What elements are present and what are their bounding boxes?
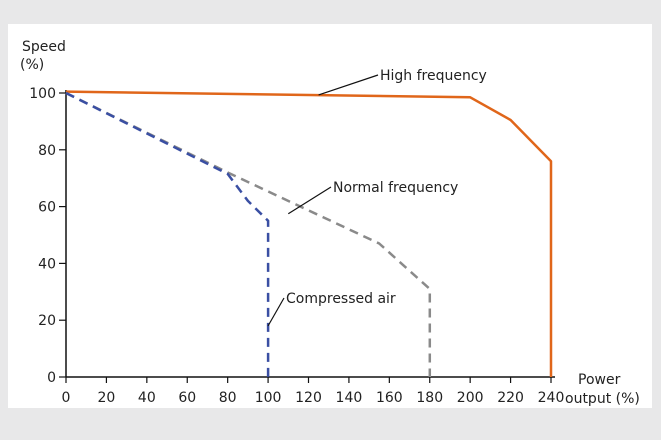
y-tick-label-40: 40 [38,256,56,272]
leader-line-high-frequency [318,74,379,96]
x-tick-label-160: 160 [376,390,403,406]
y-axis-label-line2: (%) [20,57,44,73]
x-axis-label-line1: Power [578,372,621,388]
x-tick-label-60: 60 [178,390,196,406]
y-axis-label-line1: Speed [22,39,66,55]
series-line-high-frequency [65,90,553,377]
x-tick-label-40: 40 [138,390,156,406]
y-tick-label-60: 60 [38,200,56,216]
x-tick-label-80: 80 [219,390,237,406]
leader-line-compressed-air [267,297,285,327]
series-label-normal-frequency: Normal frequency [333,180,458,196]
x-tick-label-0: 0 [62,390,71,406]
x-tick-label-20: 20 [98,390,116,406]
axes: 0 20 40 60 80 100 0 20 40 60 80 100 120 140 160 180 200 2… [29,86,564,406]
x-tick-label-100: 100 [255,390,282,406]
x-tick-label-140: 140 [336,390,363,406]
y-tick-label-100: 100 [29,86,56,102]
x-tick-label-240: 240 [538,390,565,406]
plot-panel [8,24,652,408]
x-tick-label-220: 220 [497,390,524,406]
x-tick-label-120: 120 [295,390,322,406]
y-tick-label-80: 80 [38,143,56,159]
x-axis-label-line2: output (%) [565,391,640,407]
series-layer [65,90,553,377]
x-tick-label-200: 200 [457,390,484,406]
series-label-compressed-air: Compressed air [286,291,396,307]
labels-layer: Speed (%) Power output (%) High frequenc… [20,39,640,407]
series-label-high-frequency: High frequency [380,68,487,84]
leader-line-normal-frequency [287,186,332,215]
x-tick-label-180: 180 [416,390,443,406]
plot-area [8,24,652,408]
y-tick-label-20: 20 [38,313,56,329]
y-tick-label-0: 0 [47,370,56,386]
series-line-compressed-air [65,91,270,377]
